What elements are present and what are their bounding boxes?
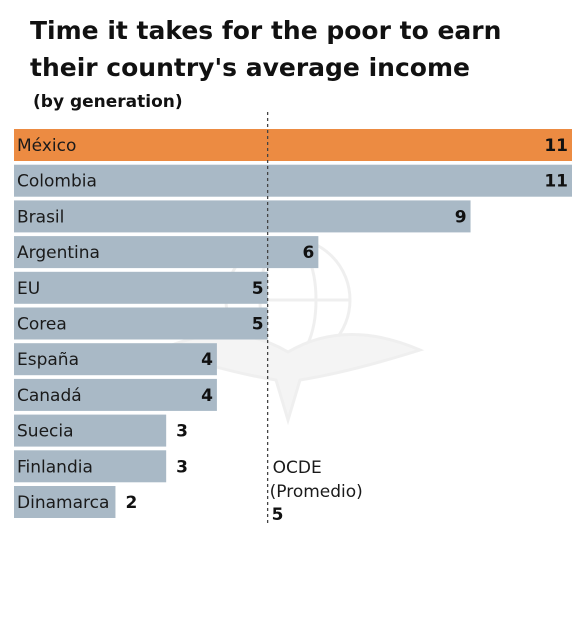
category-label: México	[17, 136, 76, 156]
bar	[14, 378, 217, 411]
value-label: 3	[176, 422, 188, 442]
category-label: Corea	[17, 315, 67, 335]
reference-layer: OCDE (Promedio) 5	[266, 112, 363, 525]
category-label: Colombia	[17, 172, 97, 192]
bar	[14, 343, 217, 376]
value-label: 5	[252, 315, 264, 335]
reference-value: 5	[272, 505, 284, 525]
value-label: 3	[176, 457, 188, 477]
bar	[14, 486, 116, 518]
category-label: Brasil	[17, 207, 64, 227]
value-label: 5	[252, 279, 264, 299]
chart-title: Time it takes for the poor to earn their…	[30, 16, 502, 82]
bar	[14, 307, 268, 340]
category-label: Dinamarca	[17, 493, 109, 513]
bar	[14, 129, 572, 161]
bar	[14, 164, 572, 197]
category-label: EU	[17, 279, 40, 299]
reference-sublabel: (Promedio)	[270, 482, 363, 502]
value-label: 9	[455, 207, 467, 227]
category-label: Argentina	[17, 243, 100, 263]
category-label: Suecia	[17, 422, 74, 442]
bar	[14, 271, 268, 304]
bar	[14, 450, 167, 483]
reference-label: OCDE	[273, 458, 322, 478]
value-label: 6	[303, 243, 315, 263]
bar	[14, 414, 167, 447]
category-label: Finlandia	[17, 457, 93, 477]
value-label: 2	[125, 493, 137, 513]
value-label: 11	[544, 136, 568, 156]
value-label: 4	[201, 350, 213, 370]
bar	[14, 200, 471, 233]
value-label: 4	[201, 386, 213, 406]
chart-subtitle: (by generation)	[33, 92, 183, 112]
bars-layer: México 11 Colombia 11 Brasil 9 Argentina 6 EU 5 Co…	[14, 129, 572, 518]
category-label: España	[17, 350, 79, 370]
category-label: Canadá	[17, 386, 82, 406]
value-label: 11	[544, 172, 568, 192]
